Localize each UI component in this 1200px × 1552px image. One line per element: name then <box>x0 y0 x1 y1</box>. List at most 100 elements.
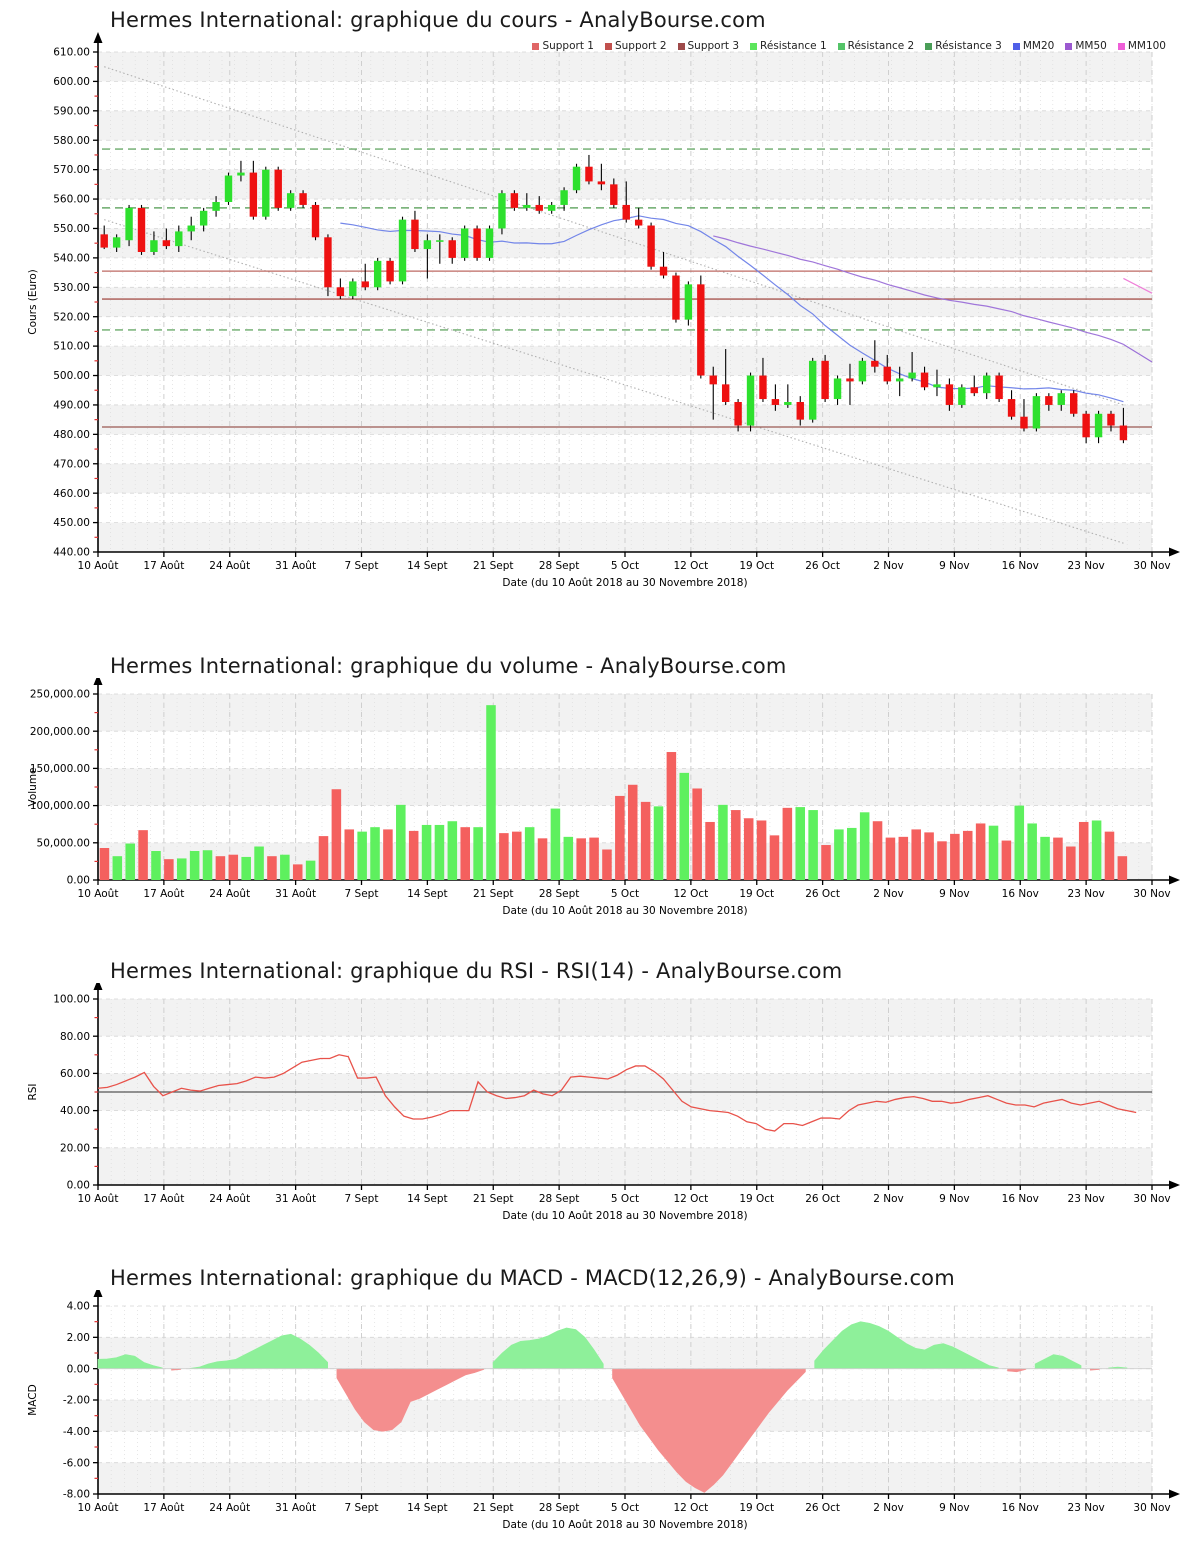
volume-bar <box>679 772 690 880</box>
candlestick <box>336 278 345 300</box>
x-axis-tick-label: 24 Août <box>209 1193 250 1205</box>
macd-area-negative <box>171 1368 1137 1493</box>
y-axis-tick-label: 20.00 <box>60 1142 90 1154</box>
volume-bar <box>1014 805 1025 880</box>
y-axis-title: Cours (Euro) <box>27 269 39 335</box>
legend-item-r-sistance-3[interactable]: Résistance 3 <box>925 40 1002 52</box>
candlestick <box>373 257 382 291</box>
volume-bar <box>885 837 896 880</box>
candlestick <box>970 375 978 397</box>
volume-bar <box>370 827 380 880</box>
legend-item-support-2[interactable]: Support 2 <box>604 40 667 52</box>
y-axis-tick-label: 150,000.00 <box>30 763 90 775</box>
candlestick <box>485 225 494 261</box>
candlestick <box>597 163 606 191</box>
x-axis-tick-label: 9 Nov <box>939 888 970 900</box>
candlestick <box>1119 407 1128 444</box>
volume-bar <box>576 838 586 880</box>
price-panel: Hermes International: graphique du cours… <box>0 0 1200 640</box>
volume-bar <box>292 864 303 880</box>
y-axis-tick-label: 500.00 <box>53 370 90 382</box>
volume-bar <box>872 821 883 880</box>
x-axis-tick-label: 12 Oct <box>673 888 708 900</box>
legend-item-mm50[interactable]: MM50 <box>1065 40 1107 52</box>
y-axis-tick-label: 100,000.00 <box>30 800 90 812</box>
volume-bar <box>731 810 741 880</box>
candlestick <box>672 272 680 323</box>
candlestick <box>137 204 146 255</box>
volume-bar <box>589 837 599 880</box>
candlestick <box>746 372 755 432</box>
y-axis-tick-label: 450.00 <box>53 517 90 529</box>
volume-bar <box>215 856 226 880</box>
legend-item-r-sistance-2[interactable]: Résistance 2 <box>837 40 915 52</box>
candlestick <box>448 237 456 264</box>
volume-bar <box>563 836 574 880</box>
legend-label: Résistance 3 <box>935 40 1002 52</box>
x-axis-tick-label: 16 Nov <box>1002 1193 1039 1205</box>
price-chart-legend: Support 1 Support 2 Support 3 Résistance 1 R… <box>532 40 1166 52</box>
x-axis-tick-label: 17 Août <box>143 560 184 572</box>
candlestick <box>311 202 320 241</box>
legend-label: Support 3 <box>687 40 740 52</box>
x-axis-tick-label: 21 Sept <box>473 1502 514 1514</box>
candlestick <box>846 363 854 405</box>
volume-bar <box>176 858 187 880</box>
volume-bar <box>988 825 999 880</box>
volume-bar <box>164 859 174 880</box>
candlestick <box>634 207 643 229</box>
x-axis-tick-label: 30 Nov <box>1133 1193 1170 1205</box>
legend-item-support-1[interactable]: Support 1 <box>532 40 594 52</box>
candlestick <box>212 196 220 217</box>
x-axis-tick-label: 7 Sept <box>345 1193 379 1205</box>
x-axis-tick-label: 16 Nov <box>1002 560 1039 572</box>
candlestick <box>249 160 258 220</box>
legend-swatch-icon <box>532 42 540 50</box>
volume-bar <box>267 856 277 880</box>
x-axis-tick-label: 19 Oct <box>739 1502 774 1514</box>
legend-item-support-3[interactable]: Support 3 <box>677 40 740 52</box>
volume-bar <box>962 830 973 880</box>
x-axis-tick-label: 23 Nov <box>1068 1502 1105 1514</box>
candlestick <box>784 384 792 408</box>
candlestick <box>460 225 469 261</box>
x-axis-tick-label: 21 Sept <box>473 888 514 900</box>
volume-bar <box>692 788 702 880</box>
legend-swatch-icon <box>604 42 612 50</box>
x-axis-tick-label: 7 Sept <box>345 560 379 572</box>
x-axis-tick-label: 30 Nov <box>1133 888 1170 900</box>
x-axis-title: Date (du 10 Août 2018 au 30 Novembre 201… <box>502 1519 747 1531</box>
candlestick <box>982 372 991 400</box>
candlestick <box>610 178 618 208</box>
legend-label: Résistance 2 <box>847 40 915 52</box>
y-axis-tick-label: 520.00 <box>53 311 90 323</box>
volume-bar <box>318 836 329 880</box>
x-axis-tick-label: 31 Août <box>275 888 316 900</box>
y-axis-tick-label: -4.00 <box>63 1426 90 1438</box>
candlestick <box>473 225 481 261</box>
candlestick <box>709 366 717 420</box>
candlestick <box>523 193 531 211</box>
rsi-line <box>97 1054 1137 1132</box>
candlestick <box>162 228 171 250</box>
x-axis-tick-label: 2 Nov <box>873 1193 904 1205</box>
legend-item-mm20[interactable]: MM20 <box>1012 40 1055 52</box>
x-axis-title: Date (du 10 Août 2018 au 30 Novembre 201… <box>502 1210 747 1222</box>
volume-bar <box>305 860 316 880</box>
macd-chart-title: Hermes International: graphique du MACD … <box>110 1266 955 1290</box>
volume-bar <box>473 827 483 880</box>
legend-label: Résistance 1 <box>760 40 827 52</box>
candlestick <box>883 354 891 385</box>
volume-bar <box>537 838 548 880</box>
legend-label: MM20 <box>1022 40 1055 52</box>
macd-chart-canvas: -8.00 -6.00 -4.00 -2.00 0.00 2.00 4.00 10 Août 1… <box>27 1290 1180 1531</box>
legend-item-r-sistance-1[interactable]: Résistance 1 <box>750 40 827 52</box>
candlestick <box>721 349 730 405</box>
legend-item-mm100[interactable]: MM100 <box>1117 40 1166 52</box>
y-axis-tick-label: 610.00 <box>53 47 90 59</box>
x-axis-tick-label: 17 Août <box>143 888 184 900</box>
x-axis-tick-label: 10 Août <box>78 1502 119 1514</box>
volume-bar <box>718 804 728 880</box>
y-axis-tick-label: 200,000.00 <box>30 726 90 738</box>
volume-chart-canvas: 0.00 50,000.00 100,000.00 150,000.00 200,000… <box>27 678 1180 917</box>
